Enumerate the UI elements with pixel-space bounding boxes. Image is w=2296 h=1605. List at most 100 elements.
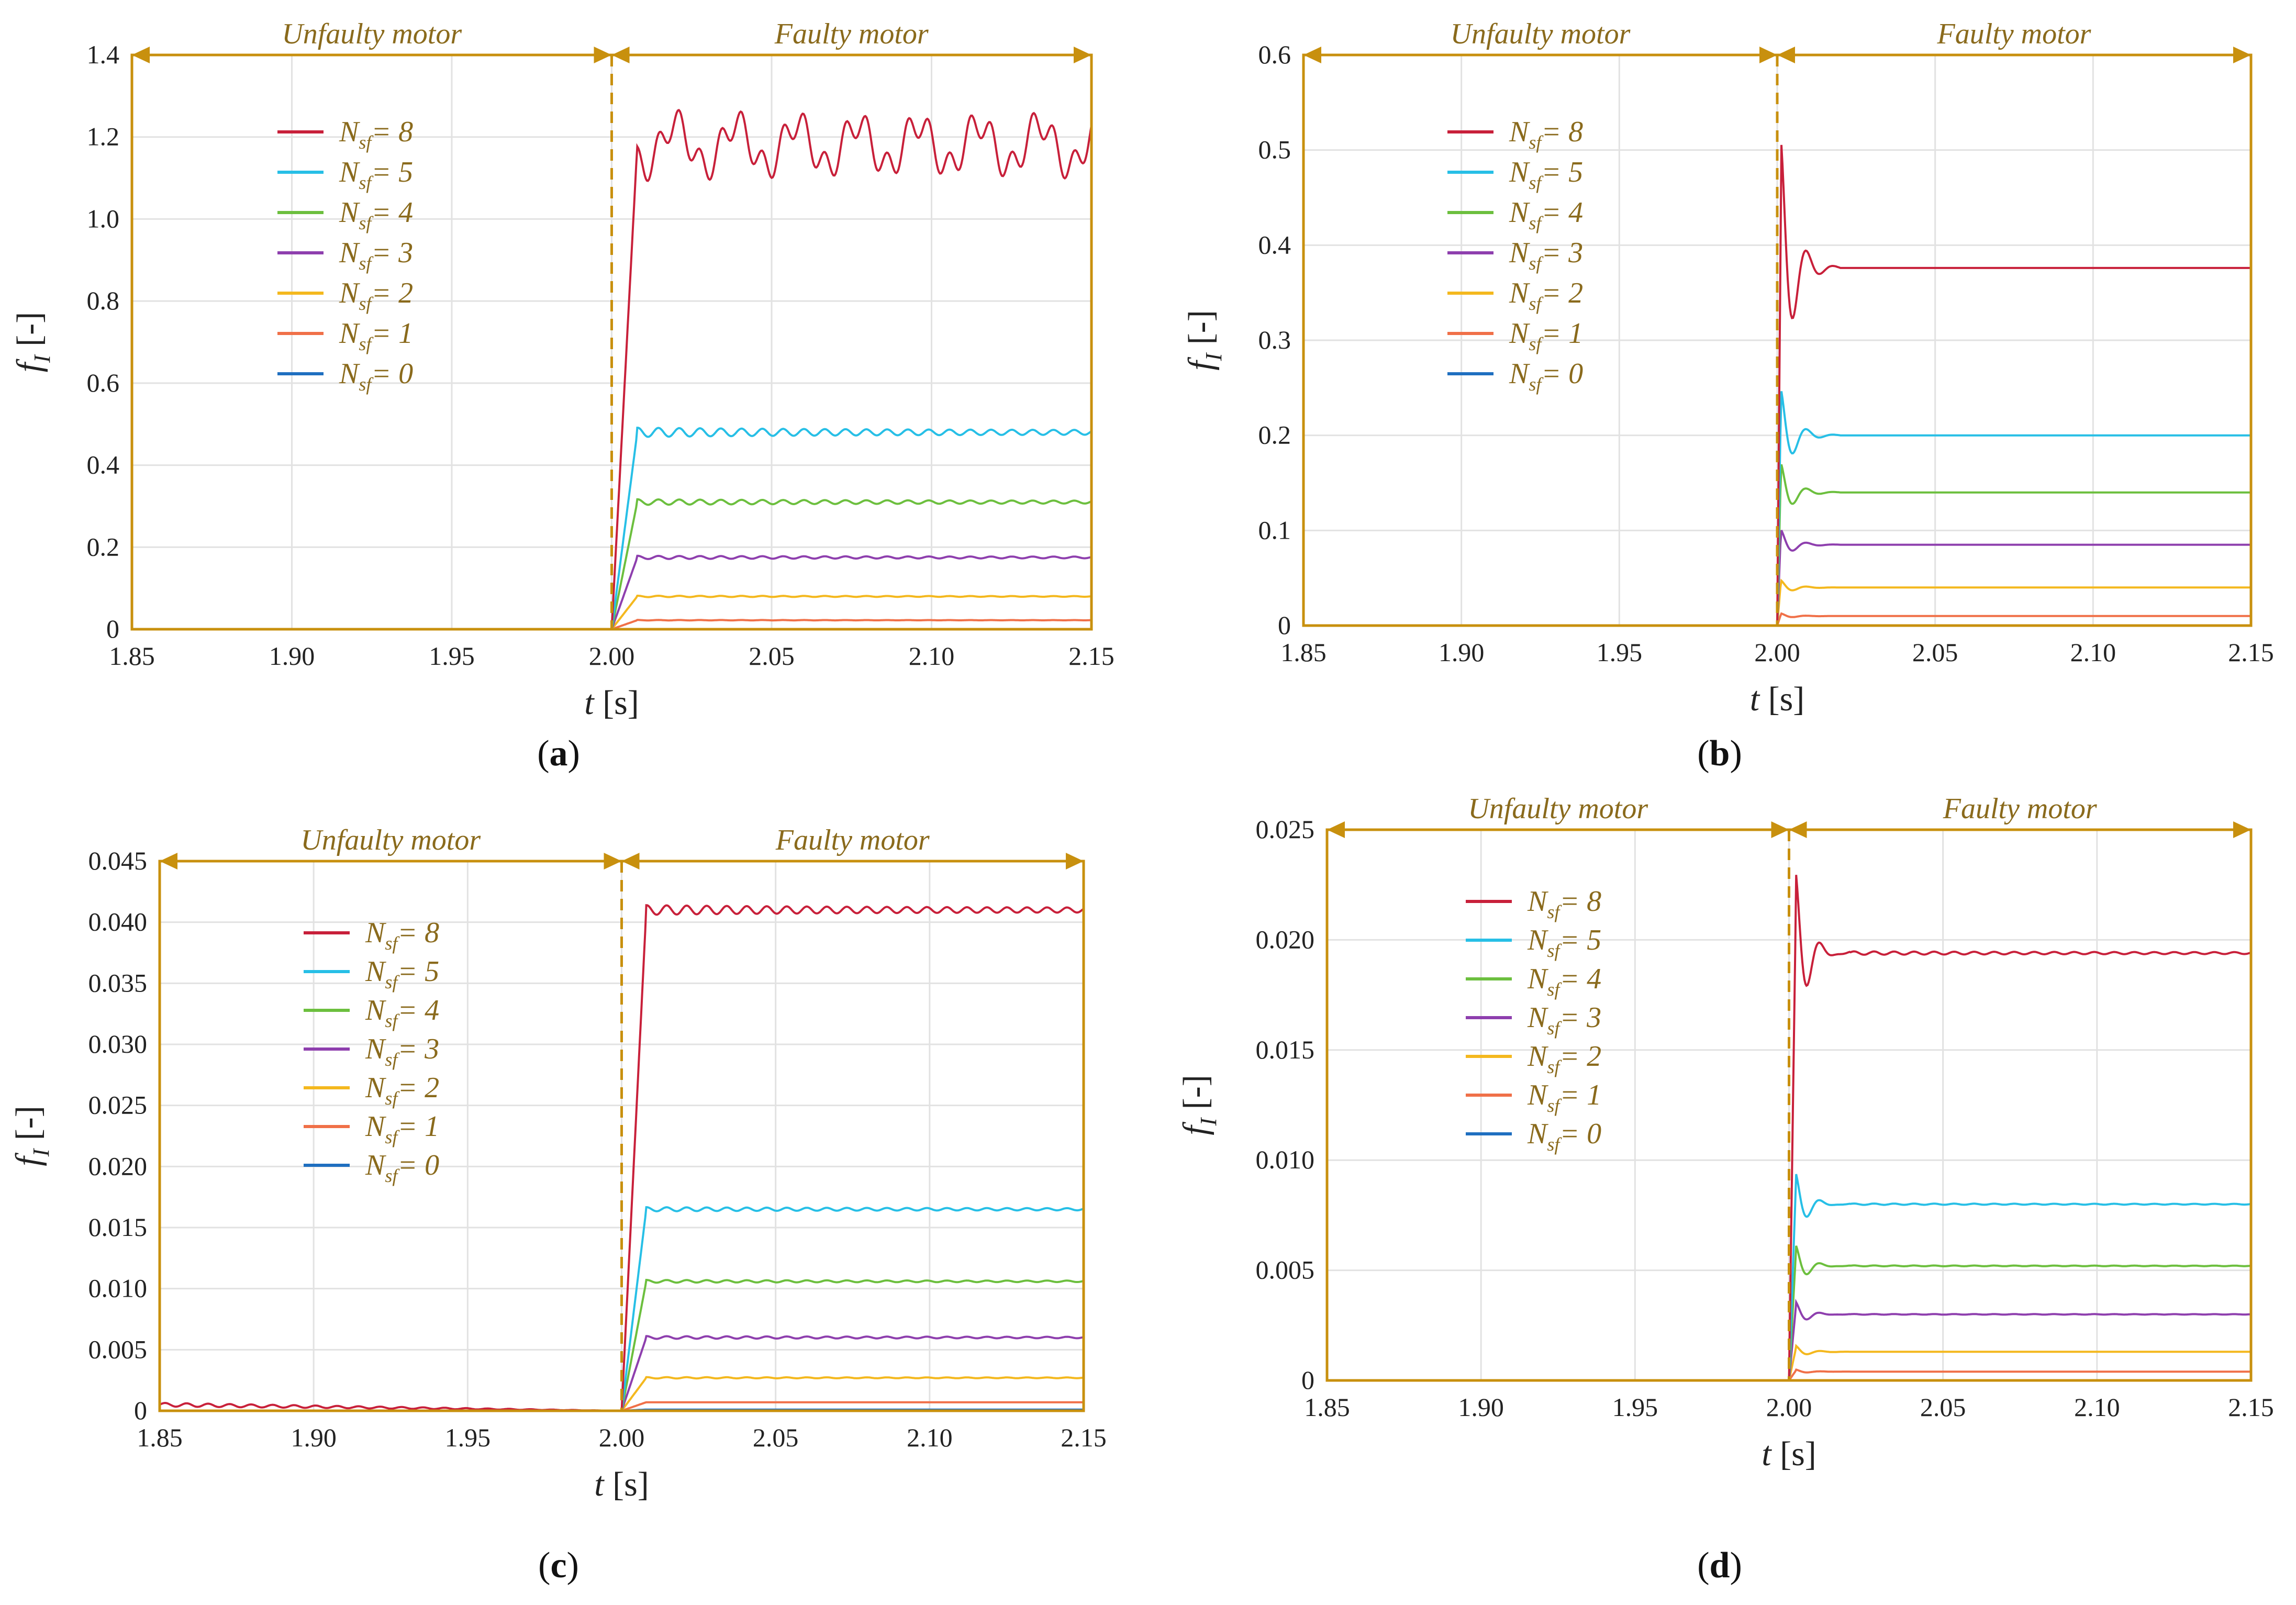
x-tick-label: 2.05	[753, 1423, 799, 1452]
x-axis-unit: [s]	[1780, 1435, 1816, 1473]
panel-caption: (a)	[537, 733, 580, 774]
legend-symbol: N	[365, 955, 386, 988]
legend-label-1: Nsf= 5	[365, 955, 439, 993]
legend-label-3: Nsf= 3	[1527, 1001, 1601, 1039]
legend-value: = 5	[1559, 924, 1601, 956]
x-tick-label: 1.90	[1458, 1392, 1504, 1422]
x-axis-spacer	[1759, 680, 1768, 718]
legend-symbol: N	[1509, 116, 1530, 148]
legend-symbol: N	[1527, 924, 1548, 956]
x-tick-label: 2.10	[909, 641, 955, 671]
y-tick-label: 0.030	[88, 1029, 148, 1058]
legend-value: = 3	[397, 1033, 439, 1065]
region-arrow-head-left	[621, 853, 640, 870]
legend-value: = 8	[1559, 885, 1601, 918]
legend-label-0: Nsf= 8	[1527, 885, 1601, 922]
y-axis-subscript: I	[28, 1147, 54, 1157]
y-tick-label: 1.2	[87, 122, 120, 151]
legend-symbol: N	[1527, 885, 1548, 918]
x-tick-label: 1.90	[269, 641, 315, 671]
legend-value: = 4	[1541, 196, 1583, 229]
panel-caption: (d)	[1697, 1545, 1742, 1586]
region-label-unfaulty: Unfaulty motor	[282, 18, 462, 50]
y-axis-spacer	[9, 1140, 47, 1149]
legend-label-4: Nsf= 2	[339, 277, 413, 314]
y-tick-label: 0.1	[1258, 515, 1291, 544]
legend-symbol: N	[365, 1110, 386, 1143]
x-tick-label: 2.10	[2074, 1392, 2120, 1422]
chart-panel-b: 1.85 1.90 1.95 2.00 2.05 2.10 2.15 0 0.1 0.2 0.3 0.…	[1182, 18, 2274, 774]
faulty-region-arrow	[1789, 821, 2251, 838]
x-tick-label: 2.15	[1061, 1423, 1107, 1452]
x-tick-label: 2.15	[2228, 638, 2274, 667]
x-axis-variable: t	[1762, 1435, 1772, 1473]
x-tick-label: 1.95	[445, 1423, 491, 1452]
y-tick-label: 0.020	[1256, 924, 1315, 954]
legend-value: = 0	[1541, 358, 1583, 390]
legend-label-6: Nsf= 0	[1527, 1118, 1601, 1155]
region-label-unfaulty: Unfaulty motor	[1468, 793, 1648, 825]
y-axis-subscript: I	[29, 354, 55, 363]
region-label-unfaulty: Unfaulty motor	[1451, 18, 1631, 50]
y-tick-label: 0.010	[88, 1274, 148, 1303]
region-arrow-head-right	[1771, 821, 1789, 838]
y-tick-label: 0.005	[1256, 1255, 1315, 1285]
region-label-faulty: Faulty motor	[1943, 793, 2097, 825]
x-tick-label: 2.15	[2228, 1392, 2274, 1422]
legend-value: = 2	[1559, 1040, 1601, 1073]
y-axis-label: fI [-]	[9, 1106, 54, 1166]
x-tick-label: 1.90	[1439, 638, 1485, 667]
legend-value: = 8	[371, 116, 413, 148]
legend-symbol: N	[339, 196, 360, 229]
y-tick-label: 0.4	[87, 450, 120, 480]
y-tick-label: 0	[1278, 610, 1291, 640]
legend-value: = 2	[371, 277, 413, 309]
x-axis-spacer	[1771, 1435, 1780, 1473]
x-tick-label: 2.00	[1754, 638, 1800, 667]
y-axis-unit: [-]	[1182, 310, 1220, 344]
y-tick-label: 0.015	[88, 1212, 148, 1242]
caption-letter: d	[1710, 1545, 1730, 1586]
legend-value: = 2	[397, 1072, 439, 1104]
legend-label-5: Nsf= 1	[1509, 317, 1583, 354]
legend-value: = 5	[1541, 156, 1583, 188]
unfaulty-region-arrow	[160, 853, 622, 870]
legend-symbol: N	[1509, 156, 1530, 188]
y-tick-label: 1.4	[87, 40, 120, 69]
legend-label-6: Nsf= 0	[339, 358, 413, 395]
region-arrow-head-right	[2233, 47, 2251, 63]
x-axis-label: t [s]	[1750, 680, 1805, 718]
x-tick-label: 2.00	[1766, 1392, 1812, 1422]
legend-value: = 1	[371, 317, 413, 350]
panel-caption: (b)	[1697, 733, 1742, 774]
x-tick-label: 1.85	[1304, 1392, 1350, 1422]
x-tick-label: 1.95	[1612, 1392, 1658, 1422]
x-axis-unit: [s]	[612, 1465, 649, 1503]
legend-value: = 4	[1559, 963, 1601, 995]
caption-open: (	[1697, 733, 1709, 774]
legend-symbol: N	[1509, 317, 1530, 350]
legend-symbol: N	[1527, 1040, 1548, 1073]
x-tick-label: 2.00	[599, 1423, 645, 1452]
y-tick-label: 0	[134, 1396, 147, 1425]
x-tick-label: 1.95	[429, 641, 475, 671]
y-tick-label: 0.020	[88, 1151, 148, 1180]
legend-value: = 0	[397, 1149, 439, 1182]
x-axis-label: t [s]	[1762, 1435, 1816, 1473]
legend-symbol: N	[1509, 277, 1530, 309]
legend-symbol: N	[365, 1033, 386, 1065]
legend-value: = 8	[397, 917, 439, 949]
region-label-faulty: Faulty motor	[774, 18, 929, 50]
y-tick-label: 0.035	[88, 968, 148, 997]
legend-symbol: N	[1509, 358, 1530, 390]
region-label-faulty: Faulty motor	[1937, 18, 2091, 50]
legend-value: = 3	[1559, 1001, 1601, 1034]
legend-value: = 4	[397, 994, 439, 1027]
x-tick-label: 1.85	[1280, 638, 1327, 667]
x-tick-label: 2.10	[907, 1423, 953, 1452]
y-tick-label: 0.5	[1258, 135, 1291, 164]
region-arrow-head-right	[2233, 821, 2251, 838]
y-tick-label: 0.005	[88, 1334, 148, 1364]
legend-value: = 1	[1541, 317, 1583, 350]
